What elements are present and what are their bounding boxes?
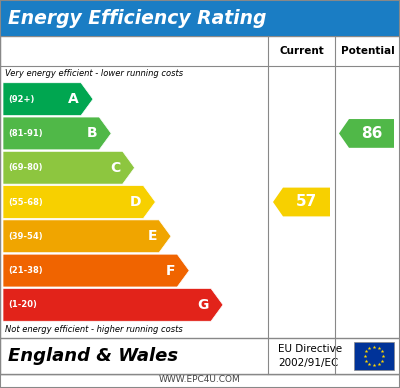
Text: E: E xyxy=(148,229,157,243)
Polygon shape xyxy=(3,185,155,218)
Text: Potential: Potential xyxy=(341,46,394,56)
Bar xyxy=(0,0,400,36)
Polygon shape xyxy=(273,188,330,217)
Text: (39-54): (39-54) xyxy=(8,232,43,241)
Polygon shape xyxy=(3,83,93,116)
Text: B: B xyxy=(86,126,97,140)
Text: C: C xyxy=(110,161,121,175)
Polygon shape xyxy=(3,151,135,184)
Text: (21-38): (21-38) xyxy=(8,266,43,275)
Text: EU Directive
2002/91/EC: EU Directive 2002/91/EC xyxy=(278,344,342,368)
Text: Not energy efficient - higher running costs: Not energy efficient - higher running co… xyxy=(5,325,183,334)
Polygon shape xyxy=(339,119,394,148)
Text: D: D xyxy=(130,195,142,209)
Bar xyxy=(0,338,400,374)
Text: (92+): (92+) xyxy=(8,95,34,104)
Bar xyxy=(354,342,394,370)
Text: Very energy efficient - lower running costs: Very energy efficient - lower running co… xyxy=(5,69,183,78)
Text: (81-91): (81-91) xyxy=(8,129,43,138)
Text: G: G xyxy=(198,298,209,312)
Text: 86: 86 xyxy=(361,126,382,141)
Text: F: F xyxy=(166,263,175,277)
Text: A: A xyxy=(68,92,79,106)
Text: (55-68): (55-68) xyxy=(8,197,43,206)
Text: (1-20): (1-20) xyxy=(8,300,37,309)
Text: Current: Current xyxy=(279,46,324,56)
Polygon shape xyxy=(3,288,223,321)
Text: 57: 57 xyxy=(296,194,317,210)
Text: Energy Efficiency Rating: Energy Efficiency Rating xyxy=(8,9,266,28)
Polygon shape xyxy=(3,117,111,150)
Text: WWW.EPC4U.COM: WWW.EPC4U.COM xyxy=(159,376,241,385)
Text: England & Wales: England & Wales xyxy=(8,347,178,365)
Text: (69-80): (69-80) xyxy=(8,163,42,172)
Bar xyxy=(0,36,400,374)
Polygon shape xyxy=(3,220,171,253)
Polygon shape xyxy=(3,254,189,287)
